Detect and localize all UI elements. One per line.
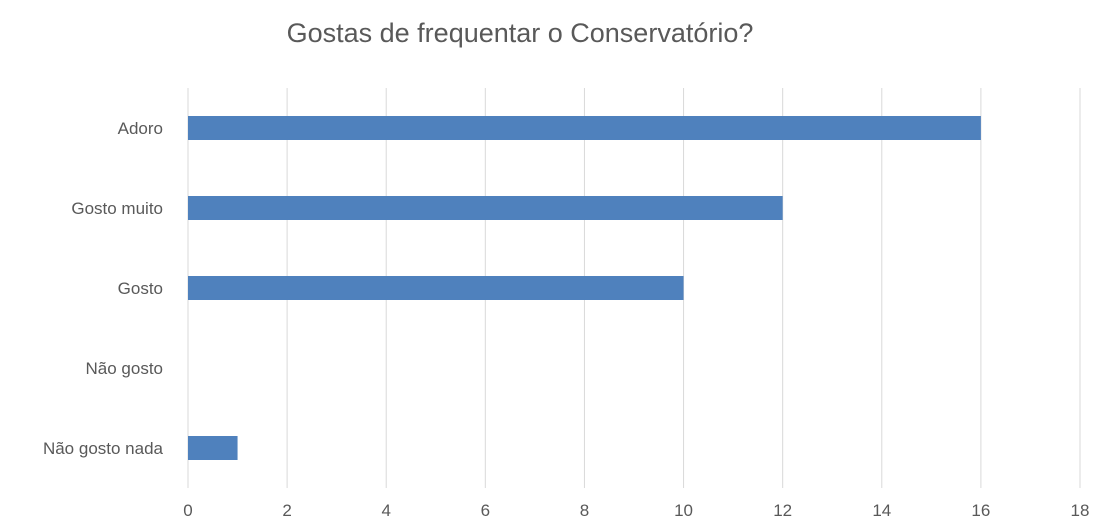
x-axis-tick-labels: 0 2 4 6 8 10 12 14 16 18 — [183, 501, 1089, 520]
bar — [188, 116, 981, 140]
x-tick-label: 18 — [1071, 501, 1090, 520]
bar — [188, 436, 238, 460]
x-tick-label: 16 — [971, 501, 990, 520]
x-tick-label: 6 — [481, 501, 490, 520]
category-label: Gosto — [118, 279, 163, 298]
category-label: Não gosto — [86, 359, 164, 378]
chart-title: Gostas de frequentar o Conservatório? — [287, 18, 754, 48]
x-tick-label: 8 — [580, 501, 589, 520]
x-tick-label: 12 — [773, 501, 792, 520]
category-labels: Adoro Gosto muito Gosto Não gosto Não gosto … — [43, 119, 164, 458]
bars — [188, 116, 981, 460]
x-tick-label: 10 — [674, 501, 693, 520]
bar — [188, 276, 684, 300]
category-label: Adoro — [118, 119, 163, 138]
x-tick-label: 4 — [381, 501, 390, 520]
x-tick-label: 0 — [183, 501, 192, 520]
category-label: Não gosto nada — [43, 439, 164, 458]
category-label: Gosto muito — [71, 199, 163, 218]
bar — [188, 196, 783, 220]
x-tick-label: 14 — [872, 501, 891, 520]
x-tick-label: 2 — [282, 501, 291, 520]
